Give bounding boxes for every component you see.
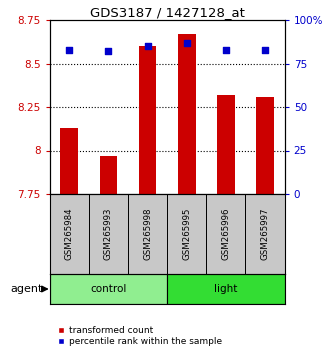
Text: GSM265997: GSM265997 <box>260 208 269 260</box>
Bar <box>100 156 117 194</box>
Legend: transformed count, percentile rank within the sample: transformed count, percentile rank withi… <box>54 322 225 349</box>
Bar <box>217 95 235 194</box>
Bar <box>128 194 167 274</box>
Text: agent: agent <box>11 284 43 294</box>
Title: GDS3187 / 1427128_at: GDS3187 / 1427128_at <box>90 6 245 19</box>
Bar <box>206 194 246 274</box>
Bar <box>167 274 285 304</box>
Text: light: light <box>214 284 238 294</box>
Text: GSM265993: GSM265993 <box>104 208 113 260</box>
Bar <box>50 274 167 304</box>
Bar <box>139 46 156 194</box>
Bar <box>256 97 274 194</box>
Text: GSM265996: GSM265996 <box>221 208 230 260</box>
Bar <box>178 34 196 194</box>
Point <box>67 47 72 52</box>
Point <box>184 40 189 45</box>
Text: control: control <box>90 284 126 294</box>
Point <box>223 47 228 52</box>
Point <box>262 47 268 52</box>
Bar <box>61 128 78 194</box>
Bar <box>89 194 128 274</box>
Text: GSM265995: GSM265995 <box>182 208 191 260</box>
Point <box>106 48 111 54</box>
Bar <box>246 194 285 274</box>
Bar <box>50 194 89 274</box>
Text: GSM265998: GSM265998 <box>143 208 152 260</box>
Text: GSM265984: GSM265984 <box>65 208 74 260</box>
Bar <box>167 194 206 274</box>
Point <box>145 43 150 49</box>
